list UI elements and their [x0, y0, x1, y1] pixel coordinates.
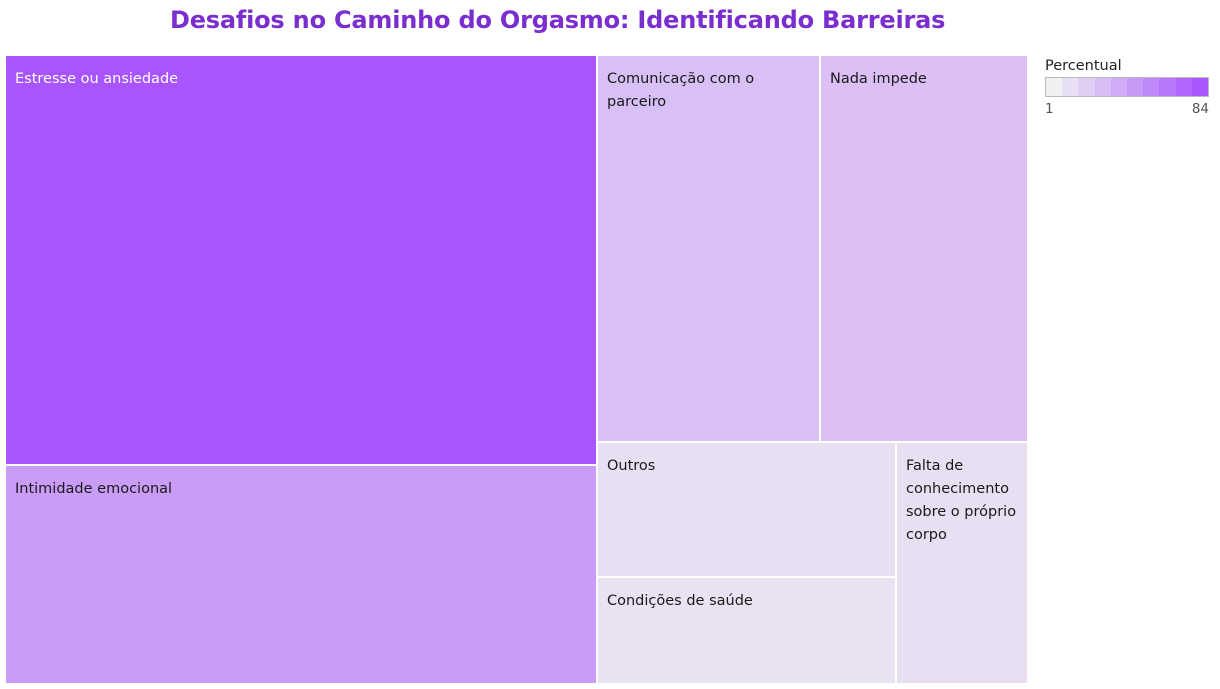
- legend-max-label: 84: [1191, 101, 1209, 117]
- treemap-tile-label: Nada impede: [830, 71, 927, 87]
- treemap-tile: Condições de saúde: [598, 578, 895, 683]
- legend-color-step: [1191, 78, 1209, 96]
- legend-color-step: [1062, 78, 1079, 96]
- treemap-tile-label: Outros: [607, 458, 656, 474]
- treemap-tile-label: Condições de saúde: [607, 593, 753, 609]
- treemap-tile-label: Estresse ou ansiedade: [15, 71, 179, 87]
- treemap-tile-label: Comunicação com o parceiro: [607, 71, 755, 110]
- legend-labels: 1 84: [1045, 101, 1209, 119]
- legend-color-step: [1046, 78, 1063, 96]
- legend-color-step: [1078, 78, 1095, 96]
- treemap-tile-label: Falta de conhecimento sobre o próprio co…: [906, 458, 1017, 543]
- treemap-tile: Falta de conhecimento sobre o próprio co…: [897, 443, 1027, 683]
- treemap-tile: Intimidade emocional: [6, 466, 596, 683]
- legend-color-step: [1127, 78, 1144, 96]
- treemap-tile: Estresse ou ansiedade: [6, 56, 596, 464]
- legend-color-scale: [1045, 77, 1209, 97]
- treemap-tile: Comunicação com o parceiro: [598, 56, 819, 441]
- treemap: Estresse ou ansiedade Intimidade emociona…: [6, 56, 1027, 683]
- legend-min-label: 1: [1045, 101, 1054, 117]
- legend-title: Percentual: [1045, 58, 1122, 74]
- treemap-tile: Nada impede: [821, 56, 1027, 441]
- legend-color-step: [1143, 78, 1160, 96]
- legend-color-step: [1159, 78, 1176, 96]
- legend-color-step: [1175, 78, 1192, 96]
- legend-color-step: [1094, 78, 1111, 96]
- treemap-tile-label: Intimidade emocional: [15, 481, 173, 497]
- color-legend: Percentual 1 84: [1045, 58, 1217, 119]
- treemap-tile: Outros: [598, 443, 895, 576]
- legend-color-step: [1110, 78, 1128, 96]
- chart-title: Desafios no Caminho do Orgasmo: Identifi…: [170, 6, 946, 34]
